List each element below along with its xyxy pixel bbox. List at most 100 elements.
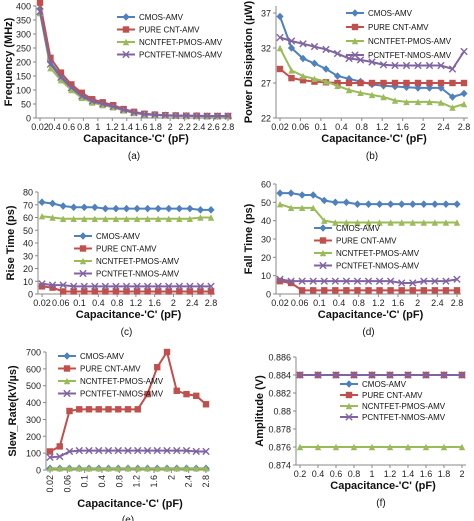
data-point-0 (375, 200, 384, 208)
data-point-0 (133, 204, 141, 213)
data-point-0 (333, 72, 342, 80)
data-point-1 (437, 79, 445, 87)
data-point-3 (85, 446, 93, 455)
y-tick-label: 60 (261, 180, 271, 190)
data-point-2 (409, 219, 416, 226)
data-point-1 (193, 392, 200, 400)
data-point-3-stroke (78, 92, 86, 100)
data-point-0 (287, 44, 296, 52)
data-point-0 (91, 203, 99, 212)
data-point-3-stroke (140, 110, 149, 119)
data-point-3 (420, 277, 428, 285)
x-tick-label: 0.06 (62, 475, 72, 493)
data-point-0 (342, 198, 350, 207)
y-tick-label: 50 (21, 100, 31, 110)
data-point-3 (299, 40, 307, 48)
legend-label: NCNTFET-PMOS-AMV (80, 377, 164, 386)
x-tick-label: 2 (415, 298, 420, 308)
data-point-3 (333, 49, 342, 58)
data-point-3-stroke (182, 112, 190, 120)
data-point-3 (36, 7, 44, 16)
x-tick-label: 0.8 (356, 122, 369, 132)
data-point-1 (321, 287, 328, 294)
data-point-3-stroke (95, 446, 103, 455)
data-point-0 (442, 200, 450, 208)
x-tick-label: 2.4 (437, 122, 450, 132)
x-tick-label: 1.2 (384, 469, 397, 479)
legend-label: PCNTFET-NMOS-AMV (80, 390, 164, 399)
y-tick-label: 0 (266, 290, 271, 300)
legend-marker (122, 13, 130, 21)
x-tick-label: 2.6 (207, 122, 220, 132)
data-point-3 (124, 446, 132, 455)
x-tick-label: 1.6 (135, 122, 148, 132)
data-point-2 (376, 219, 383, 226)
data-point-3 (391, 61, 399, 70)
data-point-3 (101, 282, 110, 291)
data-point-2 (59, 215, 67, 222)
data-point-2 (287, 204, 295, 212)
x-tick-label: 1.2 (130, 298, 143, 308)
data-point-2 (449, 104, 456, 111)
data-point-2 (56, 465, 63, 472)
x-tick-label: 1.6 (148, 298, 161, 308)
data-point-1 (95, 406, 102, 413)
legend-label: NCNTFET-PMOS-AMV (368, 37, 452, 46)
data-point-2 (144, 215, 151, 222)
data-point-3 (386, 277, 395, 285)
data-point-3-stroke (163, 446, 171, 455)
data-point-3-stroke (67, 84, 76, 92)
data-point-2 (144, 465, 151, 472)
data-point-0 (409, 200, 417, 208)
y-tick-label: 37 (261, 9, 271, 19)
data-point-0 (299, 54, 307, 63)
y-tick-label: 0.876 (268, 443, 291, 453)
data-point-3-stroke (458, 371, 466, 379)
y-tick-label: 300 (16, 30, 31, 40)
data-point-3-stroke (56, 452, 64, 461)
data-point-3-stroke (57, 73, 65, 82)
data-point-3-stroke (310, 42, 319, 51)
data-point-2 (426, 98, 433, 106)
x-axis-title: Capacitance-'C' (pF) (321, 133, 427, 145)
x-tick-label: 1.2 (132, 475, 142, 488)
data-point-3 (65, 447, 74, 456)
data-point-3 (386, 371, 394, 379)
data-point-3-stroke (101, 282, 110, 291)
y-tick-label: 150 (16, 72, 31, 82)
x-tick-label: 0.4 (335, 122, 348, 132)
data-point-3-stroke (422, 371, 430, 379)
data-point-2 (57, 77, 65, 84)
data-point-3 (133, 282, 141, 291)
data-point-1 (105, 406, 112, 413)
x-tick-label: 2 (168, 122, 173, 132)
data-point-3-stroke (368, 58, 376, 66)
data-point-3 (98, 100, 107, 108)
y-tick-label: 0.886 (268, 353, 291, 363)
data-point-1 (154, 363, 161, 371)
data-point-3-stroke (309, 277, 317, 285)
data-point-3 (161, 111, 170, 120)
data-point-3-stroke (80, 282, 88, 291)
x-tick-label: 0.8 (77, 122, 90, 132)
x-tick-label: 0.4 (48, 122, 61, 132)
data-point-2 (398, 219, 405, 226)
x-tick-label: 1 (369, 469, 374, 479)
data-point-3-stroke (314, 371, 322, 379)
data-point-3 (414, 61, 422, 70)
data-point-1 (173, 387, 180, 394)
data-point-3 (364, 277, 373, 285)
data-point-2 (183, 465, 190, 472)
y-tick-label: 400 (16, 2, 31, 12)
legend-marker (345, 413, 353, 421)
data-point-2 (458, 443, 466, 451)
y-tick-label: 600 (26, 364, 41, 374)
data-point-2 (105, 465, 112, 472)
legend-label: CMOS-AMV (96, 232, 141, 241)
data-point-3 (345, 54, 353, 63)
legend-marker-stroke (63, 389, 71, 398)
data-point-3-stroke (88, 97, 96, 105)
data-point-1 (376, 287, 383, 294)
data-point-3 (202, 447, 210, 456)
data-point-3 (296, 371, 304, 379)
